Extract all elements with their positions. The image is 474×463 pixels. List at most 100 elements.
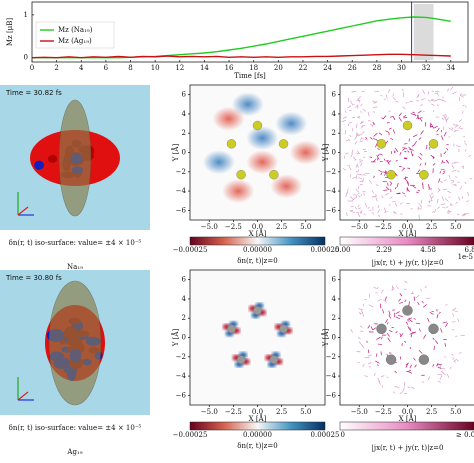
current-arrow [395, 311, 400, 315]
time-label: Time = 30.82 fs [5, 89, 62, 97]
atom [269, 355, 279, 364]
cluster-name: Ag₁₉ [66, 448, 82, 456]
current-arrow [452, 357, 455, 361]
current-arrow [454, 310, 458, 313]
colorbar-tick-label: 0.00025 [311, 431, 340, 439]
atom [269, 169, 279, 180]
current-arrow [375, 360, 380, 364]
x-tick-label: 20 [274, 64, 283, 72]
current-arrow [418, 350, 423, 354]
current-arrow [458, 125, 461, 129]
current-arrow [364, 375, 368, 377]
current-arrow [346, 212, 348, 216]
current-arrow [430, 154, 435, 159]
y-axis-label: Y [Å] [171, 329, 180, 348]
atom [376, 323, 387, 335]
current-arrow [373, 175, 375, 179]
current-arrow [456, 213, 460, 216]
current-arrow [436, 127, 440, 132]
current-arrow [417, 301, 420, 306]
current-arrow [436, 133, 439, 136]
x-tick-label: −5.0 [201, 223, 218, 231]
current-arrow [356, 350, 361, 353]
current-arrow [351, 90, 357, 93]
current-arrow [348, 166, 352, 171]
current-arrow [368, 349, 370, 354]
lobe [34, 160, 45, 170]
current-arrow [405, 362, 409, 366]
axes-frame [189, 269, 326, 406]
colorbar-tick-label: 2.29 [376, 246, 392, 254]
current-arrow [401, 169, 404, 171]
current-arrow [410, 150, 413, 156]
x-tick-label: −5.0 [351, 223, 368, 231]
legend-label: Mz (Na₁₉) [58, 26, 93, 34]
current-arrow [356, 123, 358, 129]
current-arrow [442, 126, 445, 131]
current-arrow [399, 202, 403, 205]
current-arrow [451, 127, 454, 130]
current-arrow [412, 185, 417, 189]
current-arrow [453, 359, 457, 362]
y-tick-label: 0 [332, 149, 336, 157]
current-arrow [392, 93, 395, 97]
current-arrow [355, 163, 358, 168]
current-arrow [351, 128, 354, 132]
current-arrow [447, 190, 452, 194]
current-arrow [342, 168, 346, 171]
current-arrow [443, 170, 446, 173]
current-arrow [421, 182, 424, 185]
x-tick-label: 4 [79, 64, 84, 72]
current-arrow [444, 356, 447, 358]
current-arrow [370, 326, 374, 331]
current-arrow [341, 120, 346, 122]
current-arrow [463, 140, 466, 143]
current-arrow [442, 161, 446, 164]
current-arrow [452, 91, 457, 95]
current-arrow [382, 309, 384, 314]
gray-band [413, 4, 434, 60]
x-tick-label: 28 [372, 64, 381, 72]
current-arrow [377, 153, 380, 157]
current-arrow [436, 92, 439, 97]
current-arrow [434, 208, 436, 214]
current-arrow [402, 192, 406, 195]
current-arrow [402, 147, 408, 149]
current-arrow [355, 194, 358, 199]
current-arrow [395, 159, 398, 162]
current-arrow [409, 364, 413, 368]
x-axis-label: X [Å] [399, 414, 417, 423]
current-arrow [361, 137, 364, 140]
current-arrow [361, 131, 365, 135]
atom [376, 139, 387, 149]
current-arrow [409, 327, 412, 332]
current-arrow [388, 204, 391, 206]
y-tick-label: 4 [332, 295, 337, 303]
current-arrow [377, 286, 379, 290]
current-arrow [422, 110, 425, 113]
current-arrow [441, 117, 445, 121]
current-arrow [363, 156, 366, 159]
current-arrow [375, 197, 378, 202]
current-arrow [368, 304, 374, 308]
current-arrow [385, 318, 389, 324]
current-arrow [367, 206, 370, 209]
current-arrow [409, 149, 414, 151]
current-arrow [359, 121, 365, 125]
current-arrow [427, 376, 431, 380]
current-arrow [453, 129, 459, 132]
current-arrow [378, 132, 383, 136]
current-arrow [402, 387, 405, 392]
current-arrow [355, 132, 360, 137]
current-arrow [419, 163, 422, 166]
x-tick-label: 5.0 [450, 223, 461, 231]
current-arrow [444, 198, 449, 202]
current-arrow [454, 161, 459, 163]
current-arrow [344, 110, 347, 114]
current-arrow [358, 195, 361, 198]
colorbar-tick-label: ≥ 0.0007 [456, 431, 474, 439]
current-arrow [372, 196, 377, 198]
current-arrow [388, 127, 392, 130]
x-tick-label: 2 [54, 64, 58, 72]
current-arrow [458, 196, 460, 201]
